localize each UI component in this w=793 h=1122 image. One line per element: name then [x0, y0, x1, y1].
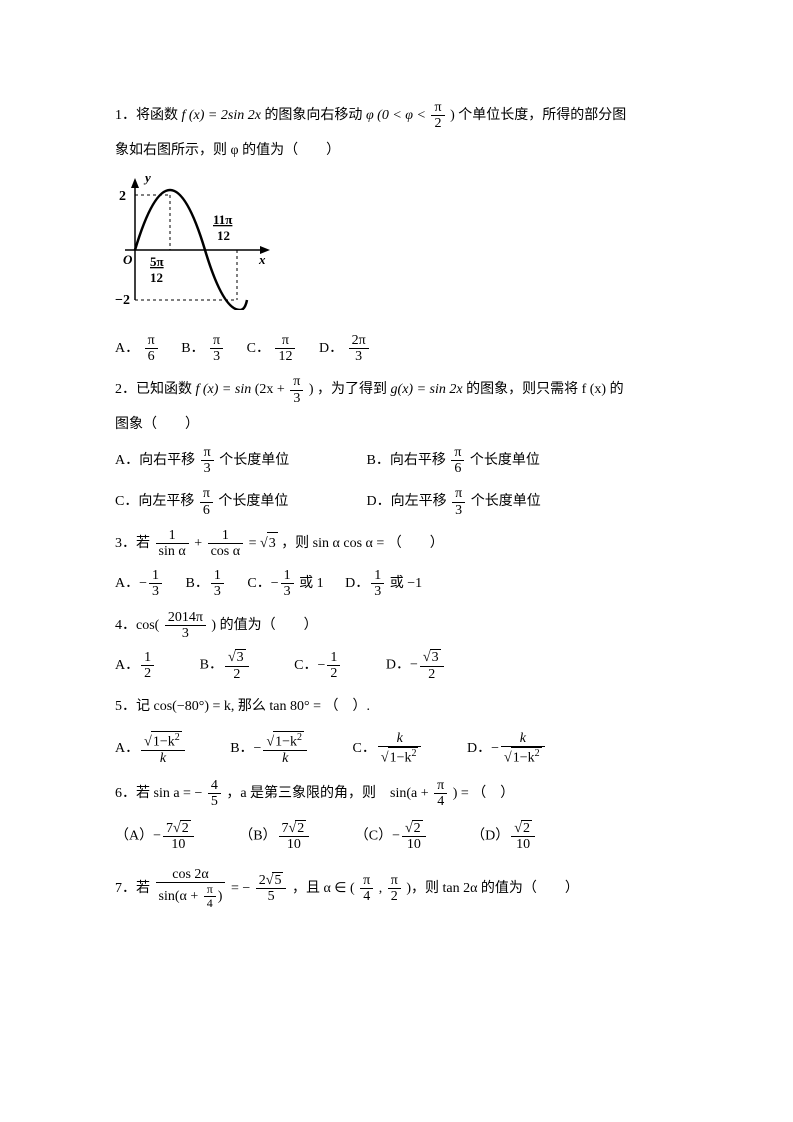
q5-opt-b: B．−√1−k2k: [230, 731, 309, 766]
q5-options: A．√1−k2k B．−√1−k2k C．k√1−k2 D．−k√1−k2: [115, 731, 678, 766]
q1-graph: 2 −2 O y x 5π 12 11π 12: [115, 170, 678, 318]
svg-text:x: x: [258, 252, 266, 267]
question-4: 4．cos( 2014π3 ) 的值为（ ）: [115, 610, 678, 642]
question-2: 2．已知函数 f (x) = sin (2x + π3 ) ，为了得到 g(x)…: [115, 374, 678, 406]
question-7: 7．若 cos 2α sin(α + π4) = − 2√55 ，且 α ∈ (…: [115, 867, 678, 911]
question-6: 6．若 sin a = − 45 ，a 是第三象限的角，则 sin(a + π4…: [115, 778, 678, 810]
q1-opt-d: D． 2π3: [319, 333, 371, 365]
q5-opt-d: D．−k√1−k2: [467, 731, 547, 766]
question-5: 5．记 cos(−80°) = k, 那么 tan 80° = （ ）.: [115, 696, 678, 718]
q6-opt-c: （C）−√210: [355, 820, 428, 853]
question-3: 3．若 1sin α + 1cos α = √3 ，则 sin α cos α …: [115, 528, 678, 560]
q6-opt-a: （A）−7√210: [115, 820, 196, 853]
q3-opt-c: C．−13 或 1: [247, 568, 323, 600]
q4-options: A．12 B．√32 C．−12 D．−√32: [115, 649, 678, 682]
q2-options-row1: A．向右平移 π3 个长度单位 B．向右平移 π6 个长度单位: [115, 445, 678, 477]
q1-text-c: ) 个单位长度，所得的部分图: [450, 108, 626, 123]
q1-text-b: 的图象向右移动: [264, 108, 366, 123]
q3-opt-b: B．13: [186, 568, 226, 600]
svg-text:12: 12: [150, 270, 163, 285]
q2-opt-c: C．向左平移 π6 个长度单位: [115, 486, 345, 518]
q6-opt-b: （B）7√210: [239, 820, 311, 853]
q4-opt-a: A．12: [115, 650, 156, 682]
q1-text-a: 1．将函数: [115, 108, 182, 123]
svg-text:y: y: [143, 170, 151, 185]
q1-opt-a: A． π6: [115, 333, 160, 365]
svg-text:2: 2: [119, 189, 126, 204]
q2-opt-a: A．向右平移 π3 个长度单位: [115, 445, 345, 477]
svg-text:12: 12: [217, 228, 230, 243]
q5-opt-a: A．√1−k2k: [115, 731, 187, 766]
q2-options-row2: C．向左平移 π6 个长度单位 D．向左平移 π3 个长度单位: [115, 486, 678, 518]
q1-options: A． π6 B． π3 C． π12 D． 2π3: [115, 333, 678, 365]
q4-opt-d: D．−√32: [386, 649, 446, 682]
q2-line2: 图象（ ）: [115, 414, 678, 436]
q6-options: （A）−7√210 （B）7√210 （C）−√210 （D）√210: [115, 820, 678, 853]
q1-phi-frac: π 2: [431, 100, 444, 132]
q5-opt-c: C．k√1−k2: [353, 731, 424, 766]
q2-opt-d: D．向左平移 π3 个长度单位: [367, 486, 541, 518]
q3-opt-d: D．13 或 −1: [345, 568, 422, 600]
q6-opt-d: （D）√210: [471, 820, 537, 853]
q2-opt-b: B．向右平移 π6 个长度单位: [367, 445, 540, 477]
q1-phi: φ (0 < φ <: [366, 108, 430, 123]
svg-text:11π: 11π: [213, 212, 232, 227]
svg-text:O: O: [123, 252, 133, 267]
q4-opt-c: C．−12: [294, 650, 342, 682]
question-1: 1．将函数 f (x) = 2sin 2x 的图象向右移动 φ (0 < φ <…: [115, 100, 678, 132]
q7-main-frac: cos 2α sin(α + π4): [156, 867, 226, 911]
q1-func: f (x) = 2sin 2x: [182, 108, 261, 123]
svg-text:5π: 5π: [150, 254, 164, 269]
q3-options: A．−13 B．13 C．−13 或 1 D．13 或 −1: [115, 568, 678, 600]
q4-opt-b: B．√32: [200, 649, 251, 682]
svg-text:−2: −2: [115, 293, 130, 308]
q3-opt-a: A．−13: [115, 568, 164, 600]
q1-opt-b: B． π3: [181, 333, 225, 365]
q1-opt-c: C． π12: [247, 333, 298, 365]
q1-line2: 象如右图所示，则 φ 的值为（ ）: [115, 140, 678, 162]
